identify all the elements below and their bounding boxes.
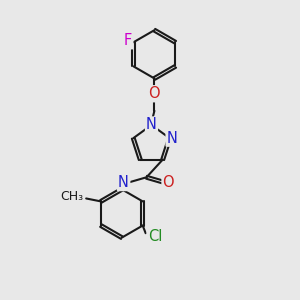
- Text: F: F: [124, 33, 132, 48]
- Text: CH₃: CH₃: [60, 190, 83, 203]
- Text: N: N: [167, 131, 178, 146]
- Text: Cl: Cl: [148, 229, 162, 244]
- Text: O: O: [148, 86, 160, 101]
- Text: N: N: [146, 118, 157, 133]
- Text: H: H: [120, 175, 129, 188]
- Text: O: O: [163, 175, 174, 190]
- Text: N: N: [118, 175, 129, 190]
